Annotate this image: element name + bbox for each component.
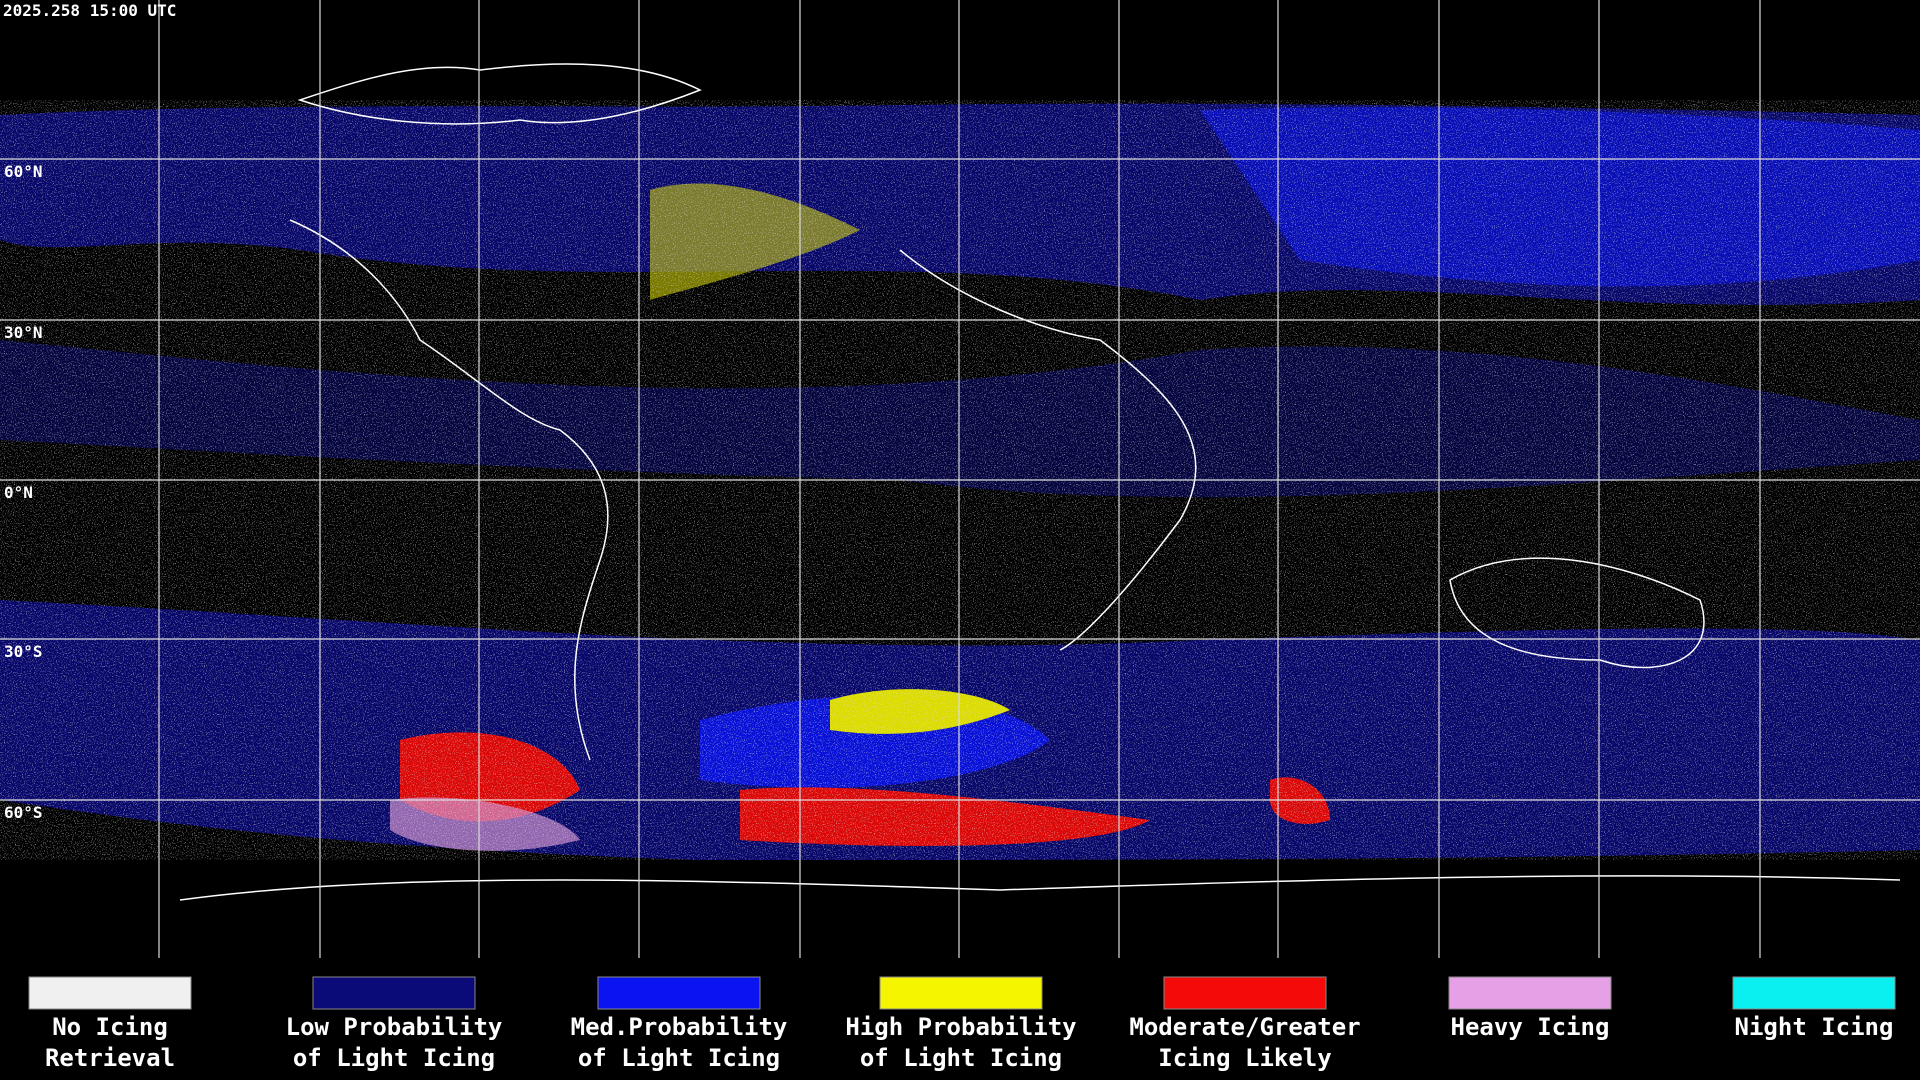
latitude-label: 0°N <box>4 483 33 502</box>
legend-label: High Probability <box>845 1013 1076 1041</box>
legend-label: Med.Probability <box>571 1013 788 1041</box>
legend-label: Icing Likely <box>1158 1044 1331 1072</box>
legend-swatch <box>28 976 192 1010</box>
legend-label: No Icing <box>52 1013 168 1041</box>
legend-label: of Light Icing <box>860 1044 1062 1072</box>
latitude-label: 30°S <box>4 642 43 661</box>
timestamp: 2025.258 15:00 UTC <box>3 1 176 20</box>
latitude-label: 30°N <box>4 323 43 342</box>
legend-label: Low Probability <box>286 1013 503 1041</box>
legend-label: Heavy Icing <box>1451 1013 1610 1041</box>
legend-label: of Light Icing <box>293 1044 495 1072</box>
legend-label: of Light Icing <box>578 1044 780 1072</box>
legend-label: Moderate/Greater <box>1129 1013 1360 1041</box>
latitude-label: 60°N <box>4 162 43 181</box>
legend-swatch <box>597 976 761 1010</box>
legend-label: Retrieval <box>45 1044 175 1072</box>
legend-swatch <box>1163 976 1327 1010</box>
legend-swatch <box>1448 976 1612 1010</box>
legend-swatch <box>879 976 1043 1010</box>
legend-swatch <box>312 976 476 1010</box>
legend-label: Night Icing <box>1735 1013 1894 1041</box>
legend-swatch <box>1732 976 1896 1010</box>
latitude-label: 60°S <box>4 803 43 822</box>
graticule <box>0 0 1920 958</box>
coastlines <box>179 63 1901 901</box>
